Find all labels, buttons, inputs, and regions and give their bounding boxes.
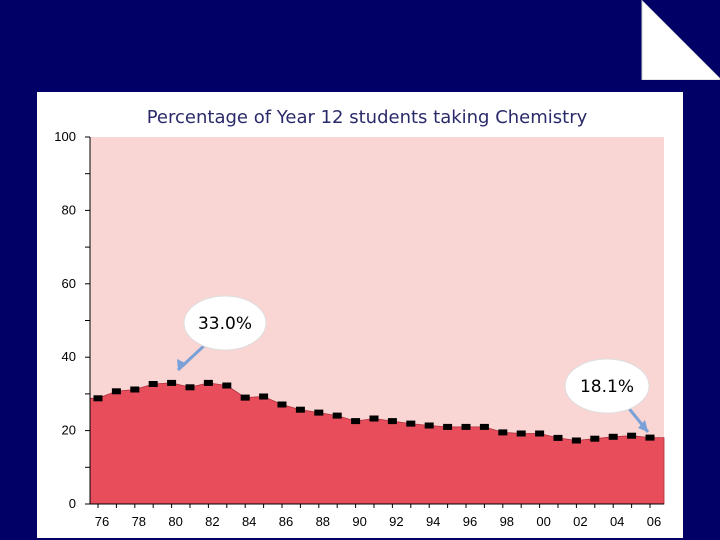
x-tick-label: 06 (647, 514, 661, 529)
data-point (571, 437, 581, 444)
data-point (424, 422, 434, 429)
y-tick-label: 80 (62, 202, 76, 217)
y-tick-label: 0 (69, 496, 76, 511)
y-tick-label: 40 (62, 349, 76, 364)
data-point (608, 433, 618, 440)
x-tick-label: 04 (610, 514, 624, 529)
x-tick-label: 90 (352, 514, 366, 529)
x-tick-label: 80 (168, 514, 182, 529)
data-point (553, 434, 563, 441)
data-point (498, 429, 508, 436)
data-point (461, 423, 471, 430)
data-point (406, 420, 416, 427)
data-point (645, 434, 655, 441)
data-point (535, 430, 545, 437)
data-point (443, 423, 453, 430)
y-tick-label: 20 (62, 423, 76, 438)
data-point (130, 386, 140, 393)
callout-bubble (564, 358, 650, 414)
data-point (332, 412, 342, 419)
data-point (240, 394, 250, 401)
x-tick-label: 86 (279, 514, 293, 529)
page-curl-icon (641, 0, 720, 80)
y-tick-label: 60 (62, 276, 76, 291)
data-point (222, 382, 232, 389)
callout-label: 33.0% (198, 314, 252, 334)
data-point (167, 379, 177, 386)
x-tick-label: 78 (132, 514, 146, 529)
chart-title: Percentage of Year 12 students taking Ch… (147, 107, 588, 128)
x-tick-label: 02 (573, 514, 587, 529)
data-point (516, 430, 526, 437)
x-tick-label: 84 (242, 514, 256, 529)
data-point (185, 384, 195, 391)
data-point (93, 395, 103, 402)
x-tick-label: 94 (426, 514, 440, 529)
x-tick-label: 96 (463, 514, 477, 529)
x-tick-label: 76 (95, 514, 109, 529)
x-tick-label: 00 (536, 514, 550, 529)
data-point (259, 393, 269, 400)
x-tick-label: 92 (389, 514, 403, 529)
data-point (351, 418, 361, 425)
x-tick-label: 98 (500, 514, 514, 529)
data-point (111, 388, 121, 395)
callout-label: 18.1% (580, 377, 634, 397)
y-tick-label: 100 (54, 129, 76, 144)
data-point (277, 401, 287, 408)
data-point (627, 432, 637, 439)
data-point (387, 418, 397, 425)
x-tick-label: 88 (316, 514, 330, 529)
data-point (203, 379, 213, 386)
callout-bubble (183, 295, 267, 351)
data-point (295, 406, 305, 413)
data-point (590, 435, 600, 442)
callout-arrowhead (638, 420, 648, 432)
callout-arrowhead (177, 359, 187, 370)
data-point (479, 423, 489, 430)
data-point (369, 415, 379, 422)
x-tick-label: 82 (205, 514, 219, 529)
data-point (314, 409, 324, 416)
data-point (148, 381, 158, 387)
